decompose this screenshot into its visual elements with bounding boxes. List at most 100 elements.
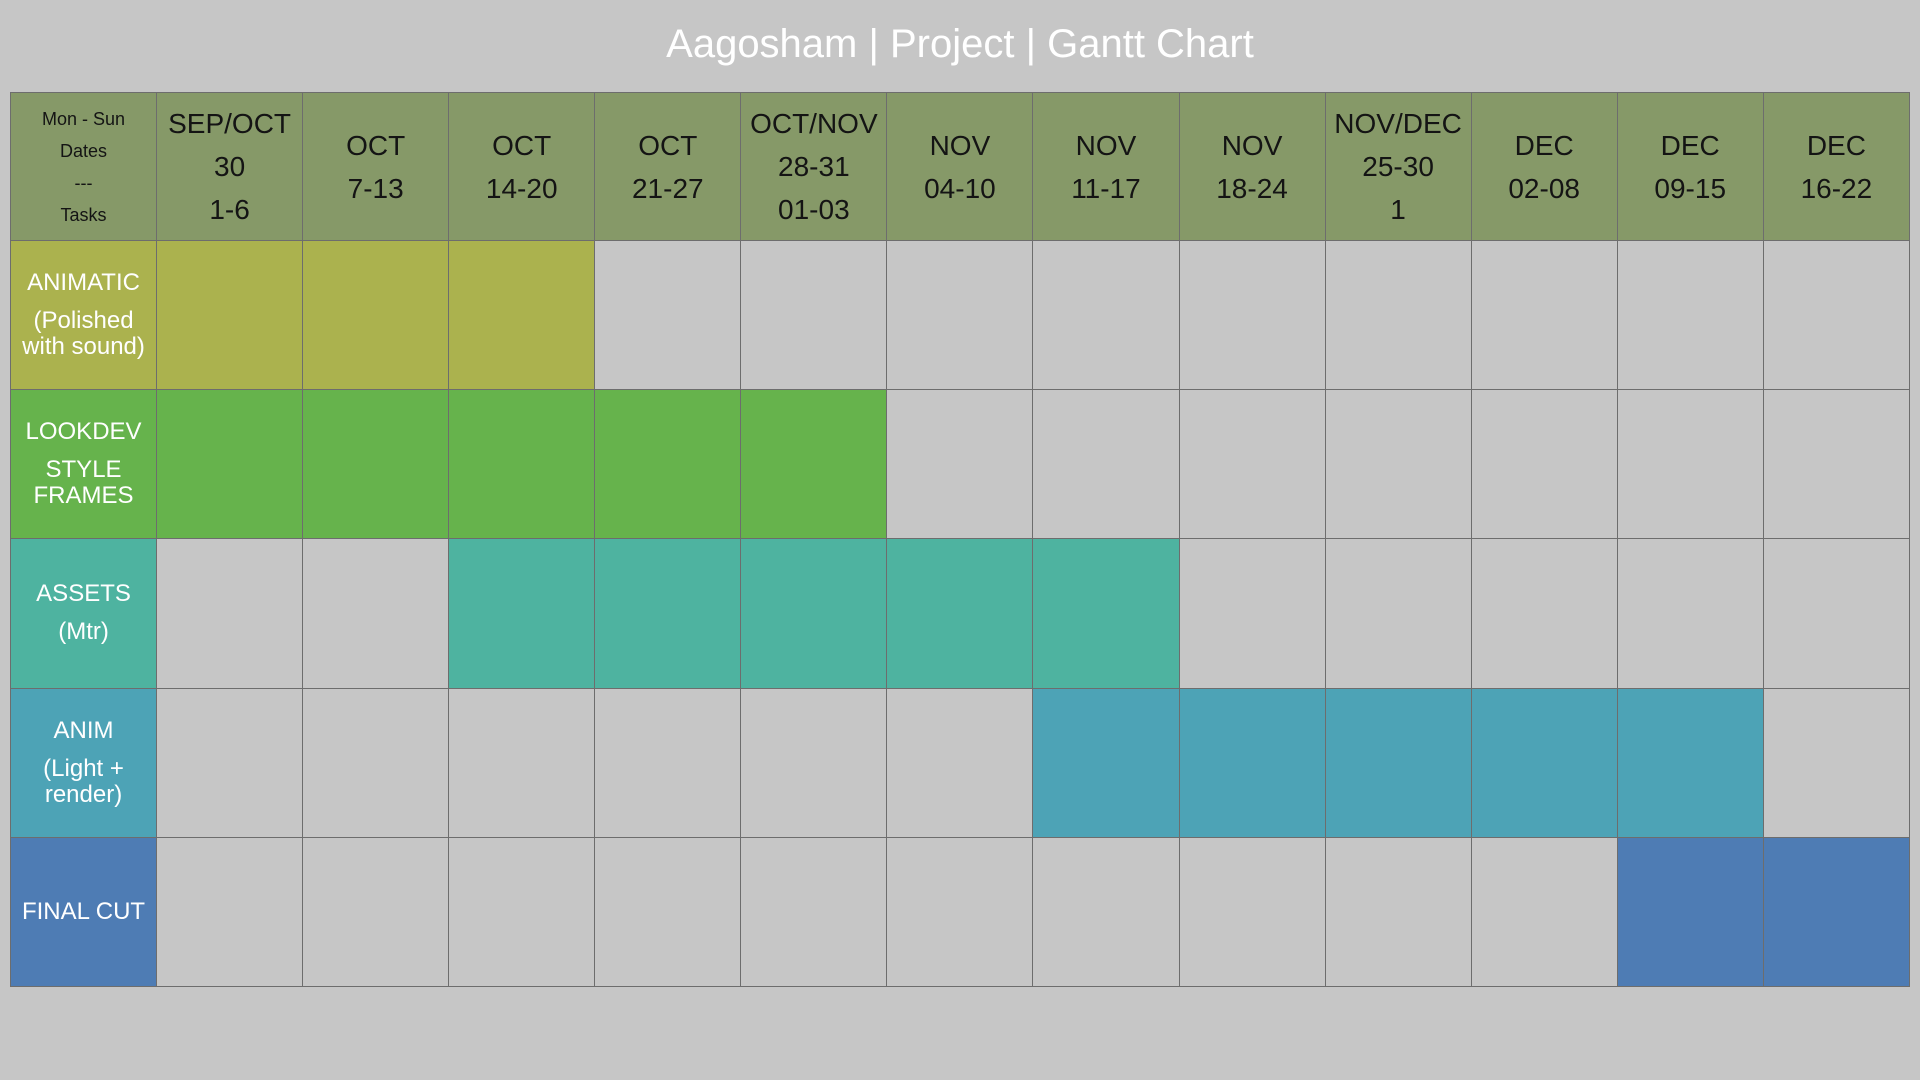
task-name: ASSETS bbox=[36, 580, 131, 608]
gantt-bar-segment bbox=[448, 239, 596, 391]
gantt-table: Mon - Sun Dates --- Tasks SEP/OCT 30 1-6 OC… bbox=[9, 92, 1911, 988]
empty-cell bbox=[1324, 538, 1472, 689]
week-header-line: DEC bbox=[1514, 129, 1574, 161]
week-header-12: DEC 16-22 bbox=[1762, 92, 1911, 241]
empty-cell bbox=[1178, 389, 1326, 540]
empty-cell bbox=[156, 538, 304, 689]
empty-cell bbox=[1324, 239, 1472, 391]
empty-cell bbox=[1616, 538, 1764, 689]
gantt-bar-segment bbox=[886, 538, 1034, 689]
week-header-line: OCT bbox=[638, 129, 698, 161]
empty-cell bbox=[1178, 538, 1326, 689]
task-name: ANIM bbox=[53, 716, 114, 744]
header-row: Mon - Sun Dates --- Tasks SEP/OCT 30 1-6 OC… bbox=[9, 92, 1911, 241]
week-header-1: SEP/OCT 30 1-6 bbox=[156, 92, 304, 241]
week-header-line: 28-31 bbox=[778, 151, 850, 182]
week-header-line: NOV/DEC bbox=[1334, 108, 1462, 139]
task-detail-line: render) bbox=[44, 780, 123, 808]
week-header-line: NOV bbox=[929, 129, 991, 161]
gantt-bar-segment bbox=[156, 239, 304, 391]
empty-cell bbox=[740, 239, 888, 391]
week-header-7: NOV 11-17 bbox=[1032, 92, 1180, 241]
week-header-line: 09-15 bbox=[1654, 172, 1727, 204]
task-detail-line: (Polished bbox=[33, 307, 134, 335]
empty-cell bbox=[1762, 687, 1911, 838]
task-detail-line: FRAMES bbox=[33, 482, 134, 510]
week-header-line: 25-30 bbox=[1362, 151, 1434, 182]
empty-cell bbox=[1032, 836, 1180, 988]
empty-cell bbox=[448, 687, 596, 838]
corner-tasks-label: Tasks bbox=[60, 204, 107, 225]
corner-header-cell: Mon - Sun Dates --- Tasks bbox=[9, 92, 158, 241]
empty-cell bbox=[1470, 389, 1618, 540]
empty-cell bbox=[1032, 389, 1180, 540]
empty-cell bbox=[1762, 389, 1911, 540]
task-label-cell: ANIMATIC (Polished with sound) bbox=[9, 239, 158, 391]
week-header-line: SEP/OCT bbox=[168, 108, 292, 139]
week-header-6: NOV 04-10 bbox=[886, 92, 1034, 241]
empty-cell bbox=[156, 687, 304, 838]
week-header-line: 16-22 bbox=[1800, 172, 1873, 204]
task-detail: (Mtr) bbox=[12, 618, 156, 646]
week-header-5: OCT/NOV 28-31 01-03 bbox=[740, 92, 888, 241]
week-header-line: DEC bbox=[1660, 129, 1720, 161]
task-name: ANIMATIC bbox=[27, 269, 140, 297]
empty-cell bbox=[1470, 836, 1618, 988]
gantt-bar-segment bbox=[594, 389, 742, 540]
task-label-cell: LOOKDEV STYLE FRAMES bbox=[9, 389, 158, 540]
empty-cell bbox=[1032, 239, 1180, 391]
empty-cell bbox=[1324, 389, 1472, 540]
empty-cell bbox=[1178, 836, 1326, 988]
week-header-line: 14-20 bbox=[485, 172, 558, 204]
gantt-bar-segment bbox=[1324, 687, 1472, 838]
task-row: ANIMATIC (Polished with sound) bbox=[9, 239, 1911, 391]
week-header-8: NOV 18-24 bbox=[1178, 92, 1326, 241]
task-row: ASSETS (Mtr) bbox=[9, 538, 1911, 689]
corner-days-label: Mon - Sun bbox=[42, 108, 126, 129]
task-detail: (Light + render) bbox=[12, 755, 156, 808]
task-row: LOOKDEV STYLE FRAMES bbox=[9, 389, 1911, 540]
task-label-cell: ASSETS (Mtr) bbox=[9, 538, 158, 689]
week-header-line: 1-6 bbox=[209, 194, 250, 225]
empty-cell bbox=[740, 687, 888, 838]
week-header-line: OCT bbox=[492, 129, 552, 161]
week-header-line: 30 bbox=[214, 151, 246, 182]
week-header-4: OCT 21-27 bbox=[594, 92, 742, 241]
corner-separator: --- bbox=[74, 172, 93, 193]
empty-cell bbox=[594, 687, 742, 838]
task-detail-line: with sound) bbox=[22, 333, 145, 361]
week-header-line: DEC bbox=[1806, 129, 1866, 161]
task-detail: (Polished with sound) bbox=[12, 307, 156, 361]
gantt-bar-segment bbox=[1470, 687, 1618, 838]
empty-cell bbox=[448, 836, 596, 988]
empty-cell bbox=[1762, 538, 1911, 689]
empty-cell bbox=[886, 836, 1034, 988]
chart-title: Aagosham | Project | Gantt Chart bbox=[666, 22, 1254, 66]
week-header-line: 1 bbox=[1390, 194, 1406, 225]
task-name: FINAL CUT bbox=[21, 897, 146, 925]
week-header-9: NOV/DEC 25-30 1 bbox=[1324, 92, 1472, 241]
gantt-bar-segment bbox=[302, 389, 450, 540]
week-header-line: 18-24 bbox=[1216, 172, 1288, 204]
week-header-line: NOV bbox=[1221, 129, 1283, 161]
empty-cell bbox=[1616, 389, 1764, 540]
week-header-line: OCT bbox=[346, 129, 406, 161]
gantt-bar-segment bbox=[1616, 836, 1764, 988]
week-header-10: DEC 02-08 bbox=[1470, 92, 1618, 241]
task-name: LOOKDEV bbox=[25, 418, 142, 446]
task-detail-line: (Mtr) bbox=[58, 618, 109, 646]
empty-cell bbox=[886, 389, 1034, 540]
empty-cell bbox=[1470, 239, 1618, 391]
task-detail: STYLE FRAMES bbox=[12, 457, 156, 510]
empty-cell bbox=[156, 836, 304, 988]
week-header-2: OCT 7-13 bbox=[302, 92, 450, 241]
empty-cell bbox=[1178, 239, 1326, 391]
week-header-11: DEC 09-15 bbox=[1616, 92, 1764, 241]
week-header-line: OCT/NOV bbox=[750, 108, 878, 139]
week-header-line: 04-10 bbox=[924, 172, 996, 204]
empty-cell bbox=[302, 836, 450, 988]
task-label-cell: ANIM (Light + render) bbox=[9, 687, 158, 838]
gantt-bar-segment bbox=[1762, 836, 1911, 988]
gantt-bar-segment bbox=[448, 389, 596, 540]
